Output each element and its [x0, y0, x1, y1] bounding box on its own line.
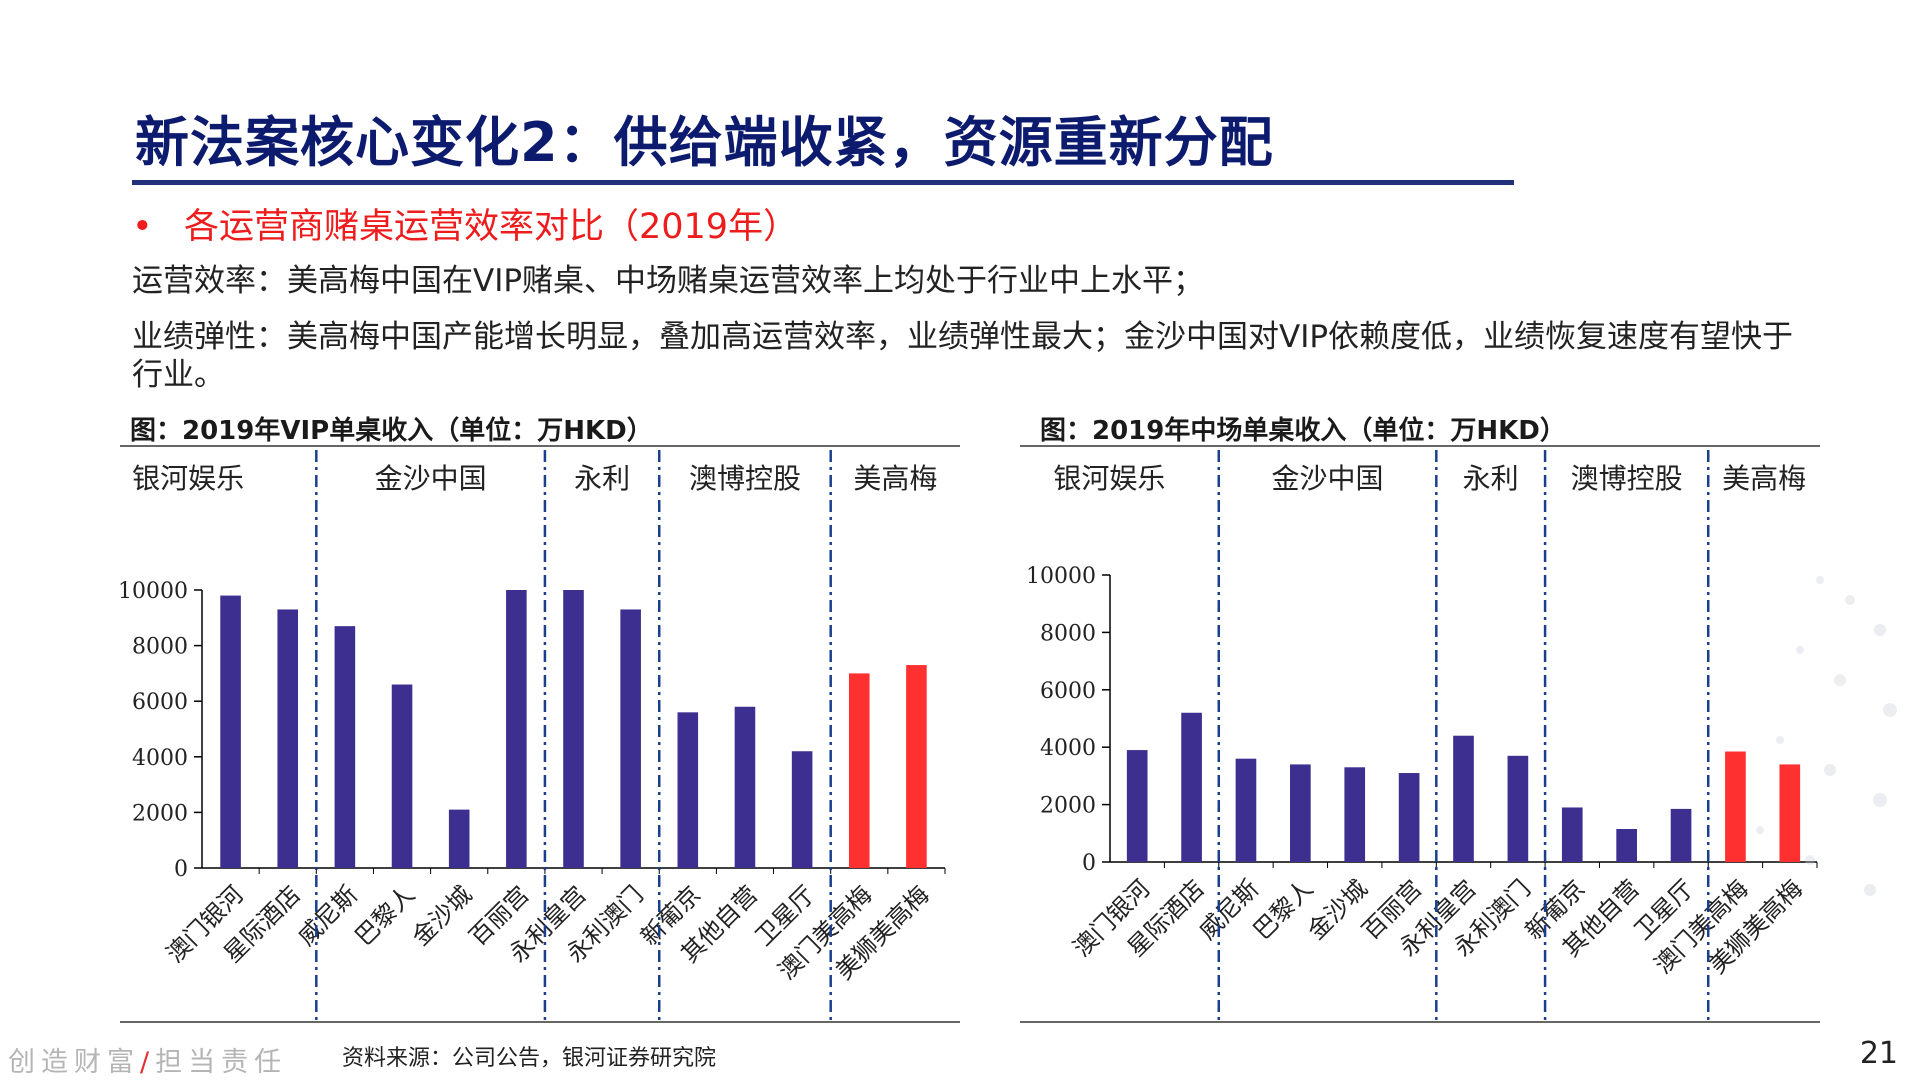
chart-mass: 0 2000 4000 6000 8000 10000 澳门银河 星际酒店 威尼斯 巴黎人 金沙城百…	[1020, 440, 1820, 1030]
decorative-dots	[1756, 576, 1897, 896]
x-tick-label: 巴黎人	[1248, 874, 1319, 945]
bar	[448, 809, 470, 868]
page-number: 21	[1859, 1036, 1898, 1071]
bar	[1561, 807, 1583, 862]
y-tick-label: 2000	[132, 801, 188, 826]
bar	[506, 590, 527, 868]
group-label: 金沙中国	[1272, 462, 1384, 495]
footer-motto: 创造财富/担当责任	[8, 1040, 287, 1079]
chart-vip-title: 图：2019年VIP单桌收入（单位：万HKD）	[130, 416, 653, 446]
section-subtitle: • 各运营商赌桌运营效率对比（2019年）	[132, 198, 798, 249]
x-tick-label: 金沙城	[1302, 874, 1373, 945]
x-tick-label: 威尼斯	[292, 880, 363, 951]
group-label: 永利	[574, 462, 630, 495]
footer-motto-part2: 担当责任	[155, 1047, 288, 1078]
subtitle-text: 各运营商赌桌运营效率对比（2019年）	[184, 207, 799, 247]
group-label: 澳博控股	[1571, 462, 1683, 495]
bar	[334, 626, 356, 868]
y-tick-label: 10000	[1026, 564, 1096, 589]
x-tick-label: 巴黎人	[350, 880, 421, 951]
group-label: 银河娱乐	[132, 462, 244, 495]
bar	[391, 684, 413, 868]
y-tick-label: 6000	[1040, 679, 1096, 704]
bar	[1670, 808, 1692, 862]
y-tick-label: 8000	[132, 635, 188, 660]
group-label: 永利	[1463, 462, 1519, 495]
bar	[1725, 751, 1746, 862]
bar	[1126, 750, 1148, 862]
bar	[1181, 712, 1202, 862]
bar	[220, 595, 241, 868]
bar	[1507, 755, 1529, 862]
bar	[1235, 758, 1257, 862]
bar	[563, 590, 584, 868]
y-tick-label: 0	[1082, 851, 1096, 876]
bar	[620, 609, 641, 868]
y-tick-label: 10000	[120, 579, 188, 604]
bar	[848, 673, 870, 868]
bar	[1453, 735, 1474, 862]
slide-title: 新法案核心变化2：供给端收紧，资源重新分配	[135, 111, 1274, 174]
bar	[1616, 828, 1637, 862]
bar	[277, 609, 299, 868]
y-tick-label: 6000	[132, 690, 188, 715]
x-tick-label: 金沙城	[407, 880, 478, 951]
bar	[1779, 764, 1801, 862]
y-tick-label: 4000	[1040, 736, 1096, 761]
y-tick-label: 0	[174, 857, 188, 882]
group-label: 金沙中国	[375, 462, 487, 495]
chart-mass-svg: 0200040006000800010000澳门银河星际酒店威尼斯巴黎人金沙城百…	[1020, 445, 1820, 1023]
group-label: 银河娱乐	[1053, 462, 1165, 495]
y-tick-label: 2000	[1040, 794, 1096, 819]
x-tick-label: 威尼斯	[1193, 874, 1264, 945]
y-tick-label: 8000	[1040, 621, 1096, 646]
footer-slash: /	[140, 1047, 156, 1078]
chart-mass-title: 图：2019年中场单桌收入（单位：万HKD）	[1040, 416, 1566, 446]
source-note: 资料来源：公司公告，银河证券研究院	[342, 1046, 717, 1071]
group-label: 美高梅	[1722, 462, 1806, 495]
chart-vip-svg: 0200040006000800010000澳门银河星际酒店威尼斯巴黎人金沙城百…	[120, 445, 960, 1023]
bar	[677, 712, 699, 868]
footer-motto-part1: 创造财富	[8, 1047, 140, 1078]
paragraph-efficiency: 运营效率：美高梅中国在VIP赌桌、中场赌桌运营效率上均处于行业中上水平；	[132, 263, 1205, 299]
y-tick-label: 4000	[132, 746, 188, 771]
title-underline	[132, 180, 1514, 185]
paragraph-elasticity: 业绩弹性：美高梅中国产能增长明显，叠加高运营效率，业绩弹性最大；金沙中国对VIP…	[132, 319, 1794, 393]
bar	[1344, 767, 1366, 862]
bullet-icon: •	[132, 207, 153, 247]
bar	[734, 706, 756, 868]
group-label: 美高梅	[853, 462, 937, 495]
chart-vip: 0 2000 4000 6000 8000 10000 澳门银河 星际酒店 威尼斯 巴黎人 金沙城百…	[120, 440, 960, 1030]
group-label: 澳博控股	[689, 462, 801, 495]
bar	[1398, 773, 1420, 862]
bar	[1290, 764, 1311, 862]
bar	[906, 665, 927, 868]
bar	[791, 751, 813, 868]
